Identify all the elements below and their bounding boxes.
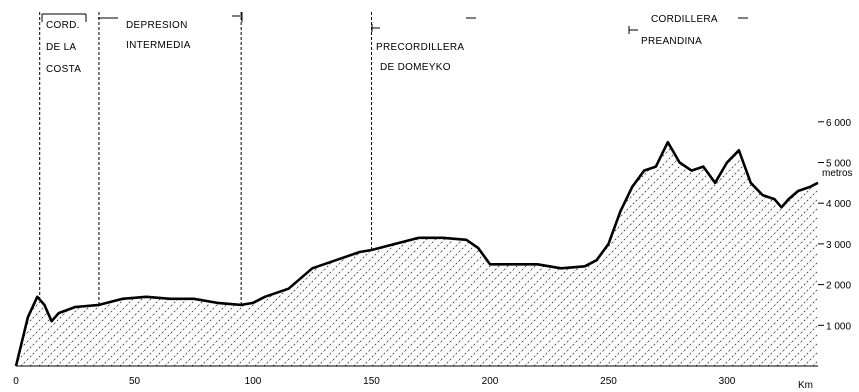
region-label-line: DE LA [46, 42, 76, 53]
y-axis-label: metros [822, 168, 853, 179]
x-tick-label: 250 [600, 376, 617, 387]
region-label-line: PRECORDILLERA [376, 42, 464, 53]
y-tick-label: 5 000 [826, 159, 851, 170]
x-tick-label: 0 [13, 376, 19, 387]
y-tick-label: 3 000 [826, 240, 851, 251]
x-tick-label: 100 [245, 376, 262, 387]
region-label-line: DEPRESION [126, 20, 188, 31]
region-label-cordillera-costa: CORD. DE LA COSTA [46, 20, 81, 75]
region-label-line: CORD. [46, 20, 80, 31]
region-label-line: DE DOMEYKO [380, 62, 451, 73]
region-label-cordillera-preandina: CORDILLERA PREANDINA [641, 14, 718, 47]
bracket-cordillera-costa [41, 13, 87, 22]
region-label-line: CORDILLERA [651, 14, 718, 25]
y-tick-label: 6 000 [826, 118, 851, 129]
region-dividers [39, 12, 372, 305]
region-label-precordillera-domeyko: PRECORDILLERA DE DOMEYKO [376, 42, 464, 73]
x-tick-label: 300 [719, 376, 736, 387]
region-label-line: COSTA [46, 64, 81, 75]
x-tick-label: 200 [482, 376, 499, 387]
x-tick-label: 150 [363, 376, 380, 387]
profile-line [14, 140, 819, 367]
x-tick-label: 50 [129, 376, 141, 387]
bracket-cordillera-preandina [628, 17, 748, 34]
y-tick-label: 4 000 [826, 199, 851, 210]
terrain-fill [16, 142, 818, 366]
x-axis: 0 50 100 150 200 250 300 Km [13, 376, 813, 391]
region-brackets [41, 12, 748, 34]
region-label-depresion-intermedia: DEPRESION INTERMEDIA [126, 20, 191, 51]
y-axis: metros 1 000 2 000 3 000 4 000 5 000 6 000 [818, 118, 853, 332]
terrain-area [14, 140, 819, 367]
bracket-precordillera [371, 17, 476, 32]
region-label-line: INTERMEDIA [126, 40, 191, 51]
region-label-line: PREANDINA [641, 36, 702, 47]
bracket-depresion-intermedia [98, 12, 243, 22]
x-axis-label: Km [798, 380, 813, 391]
y-tick-label: 1 000 [826, 321, 851, 332]
y-tick-label: 2 000 [826, 281, 851, 292]
